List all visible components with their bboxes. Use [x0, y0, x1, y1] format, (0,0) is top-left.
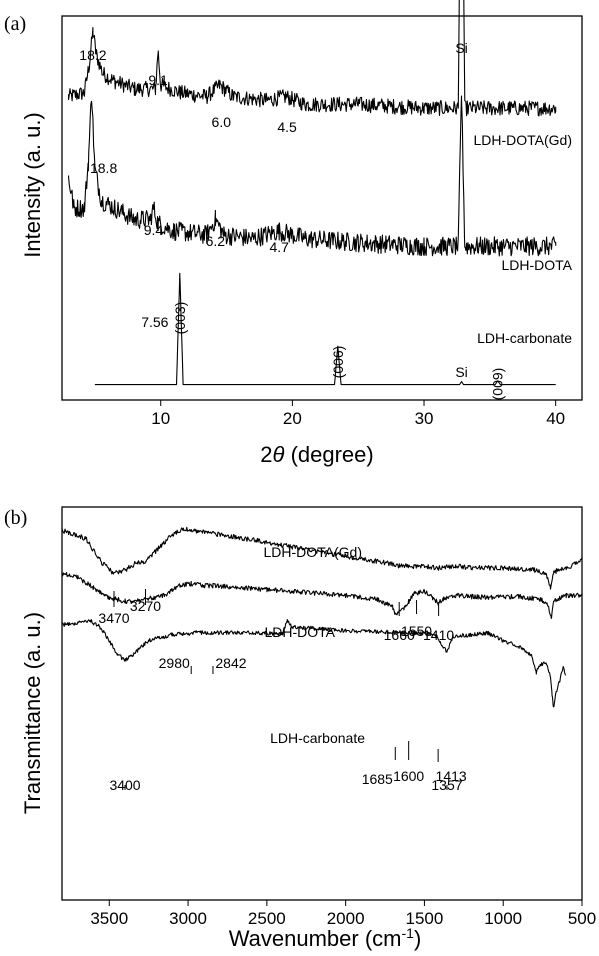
peak-label: 2980: [159, 655, 190, 671]
series-line-ldh-dota: [61, 572, 583, 619]
panel-b-axes: 3500 3000 2500 2000 1500 1000 500: [61, 506, 596, 928]
peak-label: 9.1: [148, 72, 168, 88]
plot-frame: [61, 506, 583, 901]
series-name-label: LDH-DOTA(Gd): [473, 132, 572, 148]
peak-label: 1550: [401, 623, 432, 639]
peak-label: 9.4: [144, 222, 164, 238]
x-tick-label: 10: [151, 409, 170, 428]
plot-frame: [61, 15, 583, 401]
panel-a-axes: 10 20 30 40: [61, 15, 583, 428]
x-tick-label: 20: [283, 409, 302, 428]
x-tick-label: 2500: [248, 909, 286, 928]
series-line-ldh-dota-gd-: [68, 0, 557, 117]
peak-label: 6.0: [212, 114, 232, 130]
x-tick-label: 2000: [327, 909, 365, 928]
panel-b-x-axis-label: Wavenumber (cm-1): [229, 925, 422, 951]
peak-label: 7.56: [141, 314, 168, 330]
series-name-label: LDH-carbonate: [477, 330, 572, 346]
peak-label: 4.7: [269, 239, 289, 255]
peak-label: 3270: [130, 598, 161, 614]
x-tick-label: 3000: [169, 909, 207, 928]
peak-label: 3400: [109, 777, 140, 793]
series-name-label: LDH-DOTA: [264, 624, 335, 640]
annotation-label: (003): [172, 302, 188, 335]
peak-label: 4.5: [277, 119, 297, 135]
panel-b-y-axis-label: Transmittance (a. u.): [20, 612, 45, 814]
x-tick-label: 3500: [90, 909, 128, 928]
panel-a-xrd: (a) Intensity (a. u.) 2θ (degree) 10 20 30…: [4, 0, 583, 467]
peak-label: 3470: [98, 610, 129, 626]
peak-label: 18.8: [90, 160, 117, 176]
peak-label: 1600: [393, 768, 424, 784]
x-tick-label: 30: [415, 409, 434, 428]
peak-label: 1685: [362, 771, 393, 787]
series-line-ldh-carbonate: [94, 272, 556, 386]
panel-a-y-axis-label: Intensity (a. u.): [20, 112, 45, 258]
peak-label: 1413: [436, 768, 467, 784]
panel-b-label: (b): [4, 507, 27, 529]
peak-label: 1410: [423, 627, 454, 643]
peak-label: 6.2: [206, 233, 226, 249]
x-tick-label: 1500: [406, 909, 444, 928]
panel-a-traces: [68, 0, 557, 386]
panel-b-ftir: (b) Transmittance (a. u.) Wavenumber (cm…: [4, 506, 596, 951]
series-line-ldh-dota: [68, 95, 557, 257]
panel-b-traces: [61, 526, 583, 708]
annotation-label: Si: [455, 40, 467, 56]
x-tick-label: 500: [568, 909, 596, 928]
x-tick-label: 1000: [484, 909, 522, 928]
series-line-ldh-carbonate: [61, 618, 567, 708]
peak-label: 2842: [215, 655, 246, 671]
peak-label: 18.2: [79, 47, 106, 63]
series-name-label: LDH-DOTA: [501, 257, 572, 273]
panel-a-x-axis-label: 2θ (degree): [260, 442, 373, 467]
panel-a-label: (a): [4, 13, 26, 35]
series-name-label: LDH-DOTA(Gd): [263, 544, 362, 560]
annotation-label: (009): [490, 368, 506, 401]
peak-label: 1357: [431, 777, 462, 793]
annotation-label: Si: [455, 364, 467, 380]
series-line-ldh-dota-gd-: [61, 526, 583, 590]
panel-a-labels: LDH-DOTA(Gd) 18.2 9.1 6.0 4.5 LDH-DOTA 18.8 9.4…: [79, 40, 572, 400]
x-tick-label: 40: [546, 409, 565, 428]
series-name-label: LDH-carbonate: [270, 730, 365, 746]
annotation-label: (006): [330, 346, 346, 379]
peak-label: 1660: [384, 627, 415, 643]
